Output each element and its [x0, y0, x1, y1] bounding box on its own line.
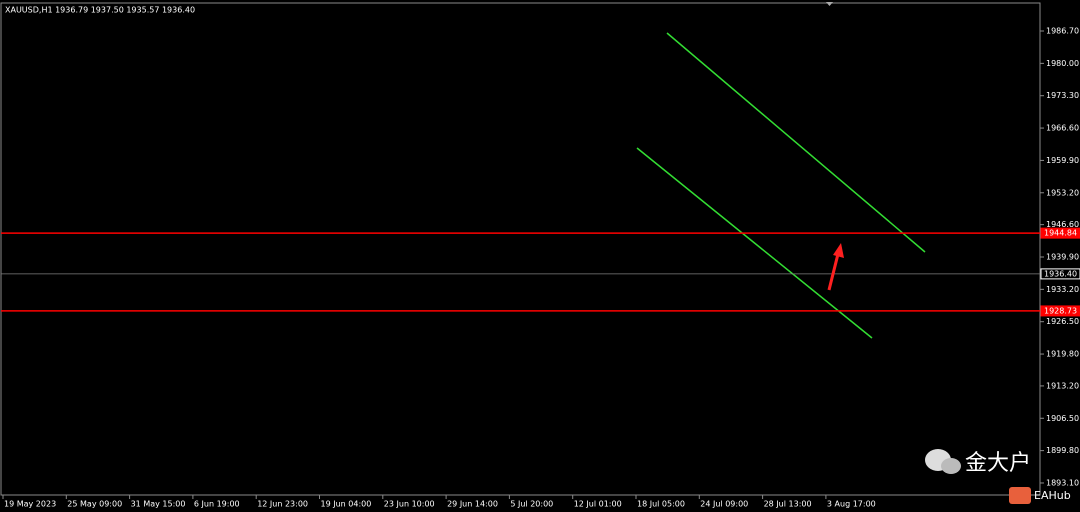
y-tick-label: 1899.80 — [1046, 446, 1079, 455]
plot-frame — [0, 2, 1041, 496]
y-tick-label: 1980.00 — [1046, 59, 1079, 68]
wechat-icon-small — [941, 458, 961, 474]
y-tick-label: 1906.50 — [1046, 414, 1079, 423]
arrow-head — [833, 243, 844, 258]
x-tick-label: 6 Jun 19:00 — [194, 500, 240, 509]
y-tick-label: 1893.10 — [1046, 478, 1079, 487]
x-tick-label: 29 Jun 14:00 — [447, 500, 498, 509]
x-tick-label: 24 Jul 09:00 — [700, 500, 748, 509]
eahub-logo — [1009, 487, 1031, 504]
x-tick-label: 18 Jul 05:00 — [637, 500, 685, 509]
x-tick-label: 19 Jun 04:00 — [321, 500, 372, 509]
y-tick-label: 1966.60 — [1046, 124, 1079, 133]
price-level-box — [1040, 227, 1080, 239]
y-tick-label: 1926.50 — [1046, 317, 1079, 326]
price-level-label: 1944.84 — [1044, 229, 1077, 238]
arrow-shaft — [827, 253, 840, 291]
chart-header: XAUUSD,H1 1936.79 1937.50 1935.57 1936.4… — [5, 6, 195, 15]
price-level-box — [1040, 268, 1080, 280]
x-tick-label: 28 Jul 13:00 — [764, 500, 812, 509]
watermark-brand: 金大户 — [965, 451, 1031, 476]
channel-lower — [636, 147, 873, 339]
x-tick-label: 23 Jun 10:00 — [384, 500, 435, 509]
price-level-label: 1936.40 — [1044, 269, 1077, 278]
shift-marker — [826, 2, 833, 6]
x-tick-label: 12 Jun 23:00 — [257, 500, 308, 509]
x-tick-label: 31 May 15:00 — [131, 500, 186, 509]
y-tick-label: 1973.30 — [1046, 91, 1079, 100]
x-tick-label: 5 Jul 20:00 — [510, 500, 553, 509]
y-tick-label: 1919.80 — [1046, 350, 1079, 359]
y-tick-label: 1946.60 — [1046, 220, 1079, 229]
y-tick-label: 1959.90 — [1046, 156, 1079, 165]
y-tick-label: 1953.20 — [1046, 188, 1079, 197]
y-tick-label: 1913.20 — [1046, 381, 1079, 390]
price-level-box — [1040, 305, 1080, 317]
watermark-site: EAHub — [1034, 489, 1071, 502]
x-tick-label: 25 May 09:00 — [67, 500, 122, 509]
x-tick-label: 3 Aug 17:00 — [827, 500, 876, 509]
watermark: 金大户 EAHub — [925, 449, 1071, 504]
price-level-label: 1928.73 — [1044, 306, 1077, 315]
x-tick-label: 12 Jul 01:00 — [574, 500, 622, 509]
x-tick-label: 19 May 2023 — [4, 500, 56, 509]
channel-upper — [666, 32, 926, 253]
y-tick-label: 1986.70 — [1046, 27, 1079, 36]
y-tick-label: 1933.20 — [1046, 285, 1079, 294]
y-tick-label: 1939.90 — [1046, 252, 1079, 261]
